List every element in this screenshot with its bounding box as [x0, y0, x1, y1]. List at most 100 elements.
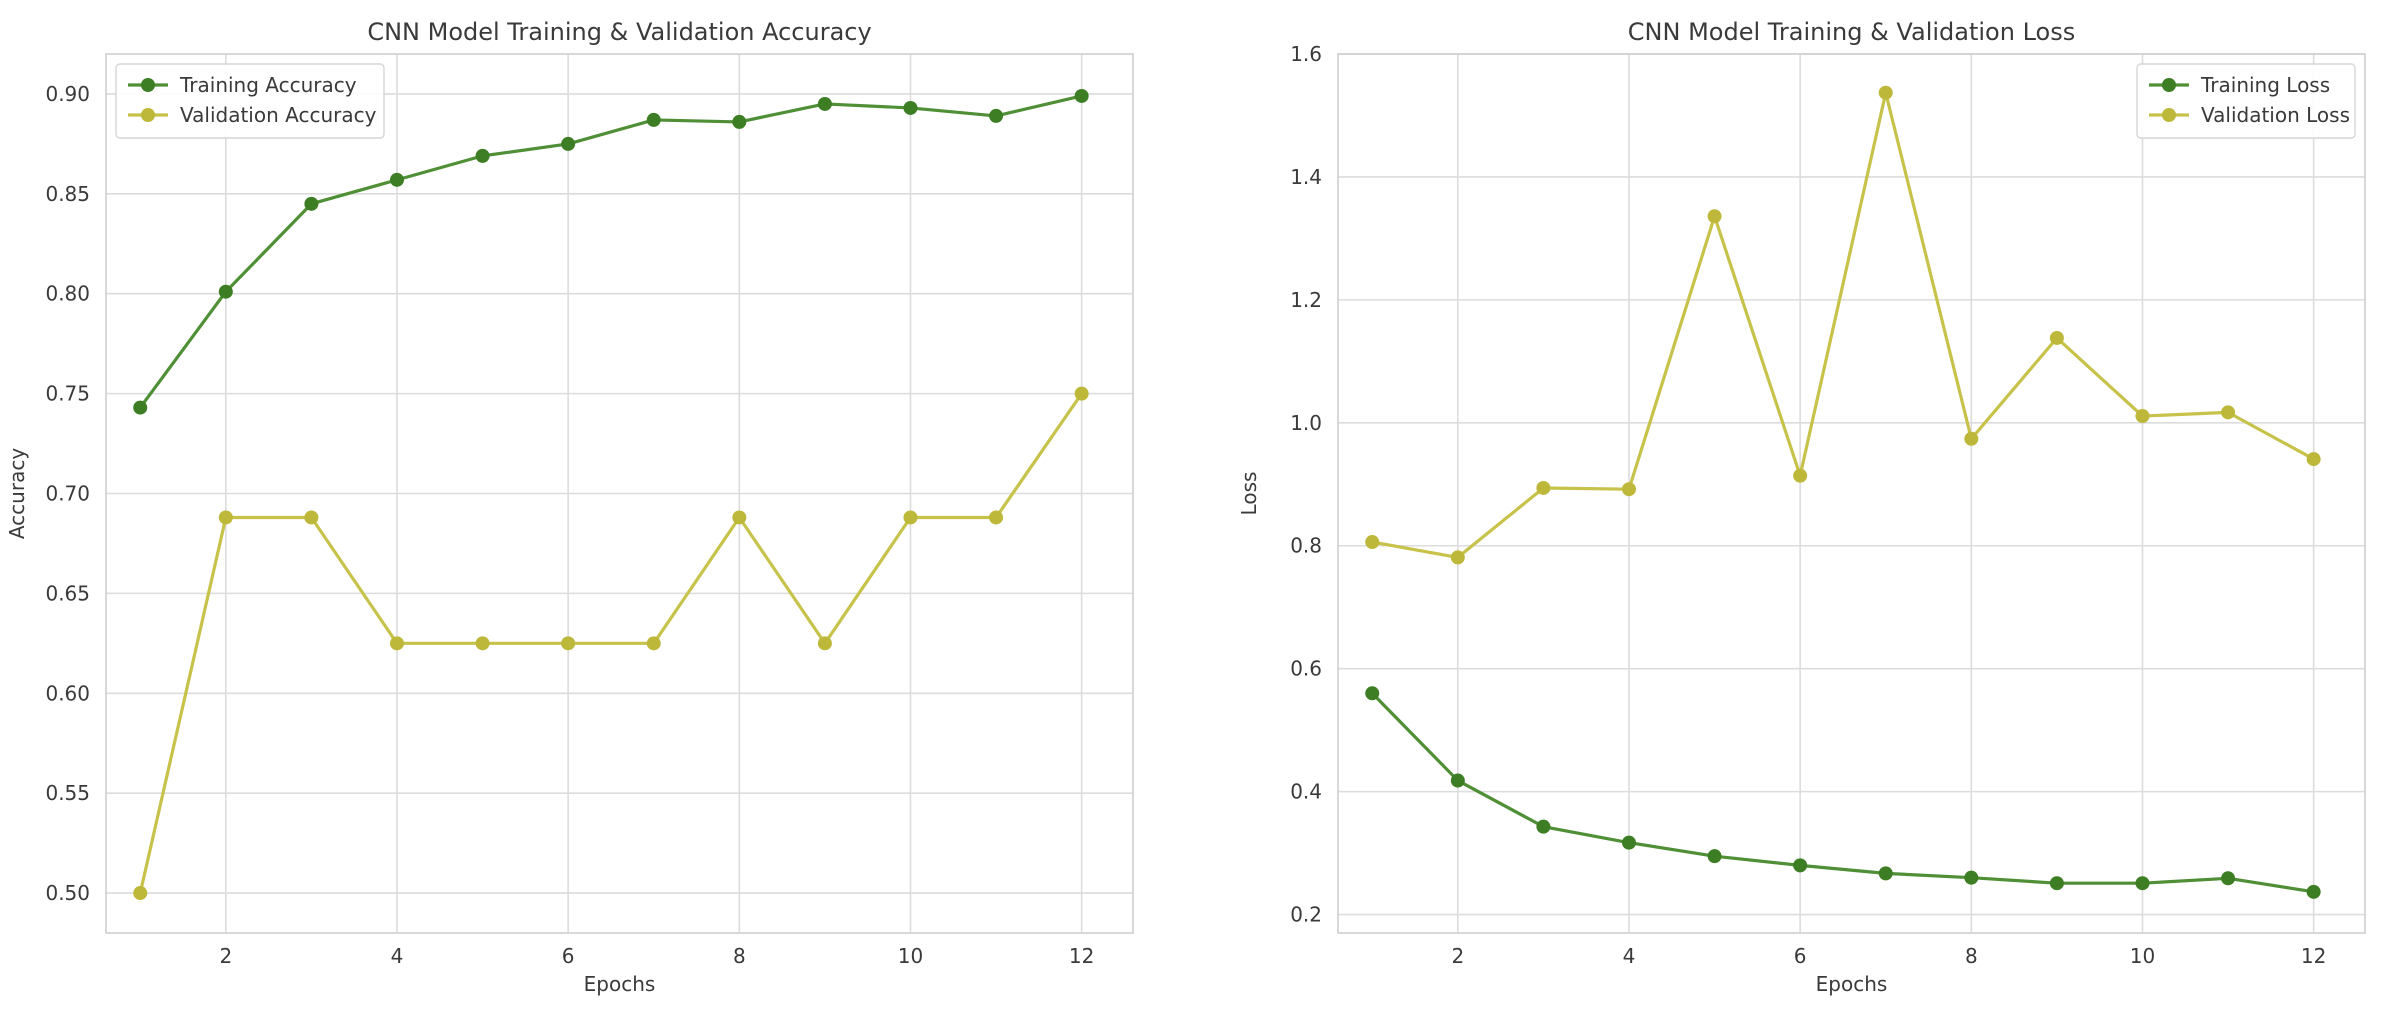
- data-point: [2135, 409, 2150, 424]
- y-tick-label: 1.4: [1290, 165, 1322, 189]
- x-tick-label: 4: [391, 944, 404, 968]
- y-axis-label: Loss: [1237, 472, 1261, 516]
- data-point: [2221, 871, 2236, 886]
- y-tick-label: 0.6: [1290, 657, 1322, 681]
- y-tick-label: 0.85: [45, 182, 90, 206]
- data-point: [1707, 209, 1722, 224]
- y-tick-label: 1.2: [1290, 288, 1322, 312]
- data-point: [304, 510, 319, 525]
- x-tick-label: 6: [562, 944, 575, 968]
- data-point: [1365, 686, 1380, 701]
- y-tick-label: 0.90: [45, 82, 90, 106]
- x-tick-label: 2: [219, 944, 232, 968]
- chart-panel-accuracy: 2 4 6 8 10 12 0.50 0.55 0.60 0.65 0.70 0.75 0.80 0.85…: [5, 18, 1134, 996]
- data-point: [1450, 550, 1465, 565]
- data-point: [903, 100, 918, 115]
- data-point: [1621, 835, 1636, 850]
- x-tick-label: 10: [898, 944, 923, 968]
- x-tick-label: 8: [1965, 944, 1978, 968]
- data-point: [133, 400, 148, 415]
- data-point: [903, 510, 918, 525]
- data-point: [989, 510, 1004, 525]
- y-tick-label: 0.50: [45, 881, 90, 905]
- data-point: [1878, 866, 1893, 881]
- x-tick-label: 12: [1069, 944, 1094, 968]
- y-tick-label: 0.8: [1290, 534, 1322, 558]
- data-point: [1621, 482, 1636, 497]
- data-point: [989, 108, 1004, 123]
- data-point: [133, 886, 148, 901]
- data-point: [389, 172, 404, 187]
- data-point: [1450, 773, 1465, 788]
- chart-title: CNN Model Training & Validation Loss: [1628, 18, 2075, 46]
- data-point: [1964, 431, 1979, 446]
- series-training: [133, 88, 1089, 415]
- data-point: [1365, 535, 1380, 550]
- x-tick-label: 2: [1451, 944, 1464, 968]
- x-tick-label: 8: [733, 944, 746, 968]
- data-point: [646, 112, 661, 127]
- y-tick-label: 1.0: [1290, 411, 1322, 435]
- y-tick-label: 0.70: [45, 482, 90, 506]
- data-point: [1536, 480, 1551, 495]
- y-tick-label: 0.2: [1290, 903, 1322, 927]
- legend: Training Loss Validation Loss: [2136, 63, 2356, 139]
- data-point: [646, 636, 661, 651]
- data-point: [2221, 405, 2236, 420]
- data-point: [2135, 876, 2150, 891]
- series-line: [138, 392, 1083, 894]
- y-axis-label: Accuracy: [5, 448, 29, 539]
- data-point: [1793, 468, 1808, 483]
- data-point: [1074, 88, 1089, 103]
- series-training: [1365, 686, 2321, 899]
- data-point: [2306, 884, 2321, 899]
- series-line: [138, 94, 1083, 409]
- data-point: [561, 136, 576, 151]
- data-point: [1536, 819, 1551, 834]
- y-tick-label: 0.55: [45, 781, 90, 805]
- data-point: [732, 114, 747, 129]
- series-validation: [1365, 85, 2321, 565]
- x-axis-label: Epochs: [584, 972, 656, 996]
- legend-swatch-marker: [2162, 78, 2176, 92]
- x-tick-label: 12: [2301, 944, 2326, 968]
- legend-label: Training Loss: [2200, 73, 2330, 97]
- data-point: [218, 284, 233, 299]
- series-line: [1371, 91, 2315, 560]
- legend-swatch-marker: [141, 78, 155, 92]
- x-tick-label: 10: [2130, 944, 2155, 968]
- x-axis-label: Epochs: [1816, 972, 1888, 996]
- legend-frame: [2136, 63, 2356, 139]
- chart-title: CNN Model Training & Validation Accuracy: [367, 18, 871, 46]
- chart-panel-loss: 2 4 6 8 10 12 0.2 0.4 0.6 0.8 1.0 1.2 1.4 1.6 CNN Mode…: [1237, 18, 2366, 996]
- legend-label: Validation Accuracy: [180, 103, 377, 127]
- legend: Training Accuracy Validation Accuracy: [115, 63, 385, 139]
- data-point: [561, 636, 576, 651]
- legend-swatch-marker: [2162, 108, 2176, 122]
- data-point: [218, 510, 233, 525]
- y-tick-label: 0.80: [45, 282, 90, 306]
- data-point: [817, 96, 832, 111]
- data-point: [1707, 849, 1722, 864]
- x-tick-label: 6: [1794, 944, 1807, 968]
- data-point: [1793, 858, 1808, 873]
- y-tick-label: 0.65: [45, 581, 90, 605]
- data-point: [2049, 330, 2064, 345]
- data-point: [817, 636, 832, 651]
- y-tick-label: 0.4: [1290, 780, 1322, 804]
- data-point: [1964, 870, 1979, 885]
- y-tick-label: 1.6: [1290, 42, 1322, 66]
- series-validation: [133, 386, 1089, 901]
- data-point: [1074, 386, 1089, 401]
- data-point: [475, 148, 490, 163]
- y-tick-label: 0.75: [45, 382, 90, 406]
- data-point: [2306, 452, 2321, 467]
- y-tick-label: 0.60: [45, 681, 90, 705]
- data-point: [732, 510, 747, 525]
- x-tick-label: 4: [1623, 944, 1636, 968]
- legend-frame: [115, 63, 385, 139]
- legend-swatch-marker: [141, 108, 155, 122]
- data-point: [1878, 85, 1893, 100]
- data-point: [475, 636, 490, 651]
